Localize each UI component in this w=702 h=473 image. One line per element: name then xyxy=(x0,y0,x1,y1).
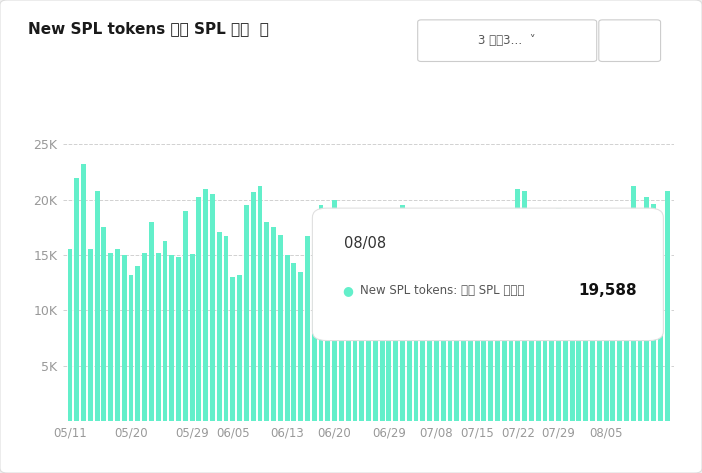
Bar xyxy=(576,266,581,421)
Bar xyxy=(135,266,140,421)
Bar xyxy=(115,249,120,421)
Bar xyxy=(346,239,350,421)
Bar xyxy=(631,186,635,421)
Bar xyxy=(617,266,622,421)
Bar xyxy=(454,244,459,421)
Bar xyxy=(244,205,249,421)
Bar xyxy=(413,243,418,421)
Bar xyxy=(285,255,289,421)
Text: New SPL tokens: 新的 SPL 令牌：: New SPL tokens: 新的 SPL 令牌： xyxy=(360,284,524,298)
Bar xyxy=(95,191,100,421)
Bar xyxy=(67,249,72,421)
Bar xyxy=(556,209,561,421)
Bar xyxy=(448,239,452,421)
Bar xyxy=(468,253,472,421)
Bar xyxy=(278,235,283,421)
Bar xyxy=(332,200,337,421)
Bar xyxy=(495,242,500,421)
Bar xyxy=(407,238,411,421)
Bar xyxy=(658,219,663,421)
Text: ●: ● xyxy=(342,284,352,298)
Bar xyxy=(590,264,595,421)
Bar xyxy=(570,264,574,421)
Bar xyxy=(326,222,330,421)
Bar xyxy=(204,189,208,421)
Bar xyxy=(183,210,187,421)
Bar xyxy=(251,192,256,421)
Bar xyxy=(434,255,439,421)
Bar xyxy=(102,228,106,421)
Bar xyxy=(509,249,513,421)
Bar xyxy=(563,222,568,421)
Circle shape xyxy=(612,36,625,45)
Bar xyxy=(502,242,507,421)
Text: 19,588: 19,588 xyxy=(578,283,637,298)
Bar xyxy=(536,216,541,421)
Text: 3 个月3…  ˅: 3 个月3… ˅ xyxy=(478,34,536,47)
Bar xyxy=(339,238,344,421)
Bar xyxy=(387,255,391,421)
Bar xyxy=(143,253,147,421)
Bar xyxy=(190,254,194,421)
Bar xyxy=(665,191,670,421)
Bar xyxy=(230,277,235,421)
Bar xyxy=(366,255,371,421)
Circle shape xyxy=(634,47,647,56)
Bar xyxy=(611,210,615,421)
Bar xyxy=(88,249,93,421)
Bar xyxy=(441,242,446,421)
Text: New SPL tokens 新的 SPL 代币  ⓘ: New SPL tokens 新的 SPL 代币 ⓘ xyxy=(28,21,269,36)
Bar xyxy=(258,186,263,421)
Bar xyxy=(197,197,201,421)
Bar xyxy=(156,253,161,421)
Bar xyxy=(529,210,534,421)
Bar xyxy=(359,247,364,421)
Bar xyxy=(380,242,385,421)
Bar xyxy=(108,253,113,421)
Bar xyxy=(604,266,609,421)
Bar xyxy=(312,244,317,421)
Bar xyxy=(543,228,548,421)
Bar xyxy=(482,264,486,421)
Bar xyxy=(475,246,479,421)
Bar xyxy=(217,232,222,421)
Bar xyxy=(550,238,554,421)
Bar xyxy=(428,238,432,421)
Circle shape xyxy=(634,25,647,34)
Bar xyxy=(224,236,228,421)
Bar xyxy=(624,261,629,421)
Bar xyxy=(298,272,303,421)
Bar xyxy=(393,213,398,421)
Bar xyxy=(352,241,357,421)
Bar xyxy=(515,189,520,421)
Bar xyxy=(128,275,133,421)
Bar xyxy=(169,255,174,421)
Bar xyxy=(163,241,167,421)
Bar xyxy=(651,204,656,421)
Bar xyxy=(122,255,126,421)
Bar xyxy=(583,261,588,421)
Bar xyxy=(644,197,649,421)
Text: 08/08: 08/08 xyxy=(344,236,386,251)
Bar xyxy=(461,238,466,421)
Bar xyxy=(305,236,310,421)
Bar xyxy=(265,222,269,421)
Bar xyxy=(373,244,378,421)
Bar xyxy=(597,210,602,421)
Bar xyxy=(522,191,527,421)
Bar xyxy=(149,222,154,421)
Bar xyxy=(637,219,642,421)
Bar xyxy=(74,177,79,421)
Bar xyxy=(210,194,215,421)
Bar xyxy=(291,263,296,421)
Bar xyxy=(420,242,425,421)
Bar xyxy=(176,257,181,421)
Bar xyxy=(81,164,86,421)
Bar xyxy=(400,205,405,421)
Bar xyxy=(489,255,493,421)
Bar xyxy=(319,205,324,421)
Bar xyxy=(271,228,276,421)
Bar xyxy=(237,275,242,421)
